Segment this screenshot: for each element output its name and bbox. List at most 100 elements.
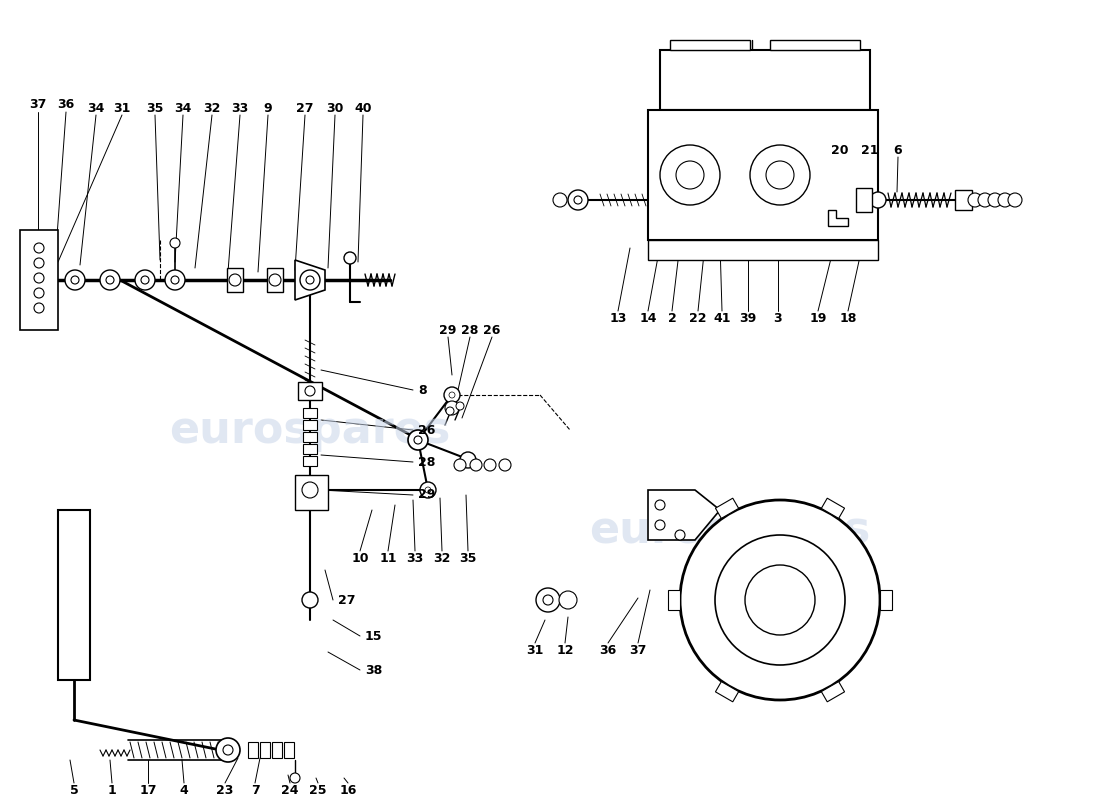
Circle shape: [420, 482, 436, 498]
Circle shape: [106, 276, 114, 284]
Polygon shape: [856, 188, 872, 212]
Text: 22: 22: [690, 311, 706, 325]
Text: 37: 37: [629, 643, 647, 657]
Text: 5: 5: [69, 783, 78, 797]
Polygon shape: [58, 510, 90, 680]
Circle shape: [216, 738, 240, 762]
Circle shape: [65, 270, 85, 290]
Text: 27: 27: [338, 594, 355, 606]
Text: 31: 31: [526, 643, 543, 657]
Text: 40: 40: [354, 102, 372, 114]
Text: 17: 17: [140, 783, 156, 797]
Circle shape: [306, 276, 313, 284]
Text: 29: 29: [439, 323, 456, 337]
Polygon shape: [648, 240, 878, 260]
Text: 34: 34: [174, 102, 191, 114]
Circle shape: [425, 487, 431, 493]
Polygon shape: [284, 742, 294, 758]
Text: 36: 36: [57, 98, 75, 111]
Circle shape: [660, 145, 720, 205]
Text: 26: 26: [418, 423, 436, 437]
Polygon shape: [248, 742, 258, 758]
Circle shape: [568, 190, 588, 210]
Circle shape: [100, 270, 120, 290]
Polygon shape: [715, 498, 739, 518]
Text: 9: 9: [264, 102, 273, 114]
Text: 4: 4: [179, 783, 188, 797]
Circle shape: [676, 161, 704, 189]
Text: 38: 38: [365, 663, 383, 677]
Text: 12: 12: [557, 643, 574, 657]
Polygon shape: [670, 40, 750, 50]
Polygon shape: [715, 682, 739, 702]
Text: 15: 15: [365, 630, 383, 642]
Text: 28: 28: [461, 323, 478, 337]
Circle shape: [484, 459, 496, 471]
Circle shape: [414, 436, 422, 444]
Circle shape: [460, 452, 476, 468]
Text: 19: 19: [810, 311, 827, 325]
Circle shape: [300, 270, 320, 290]
Polygon shape: [302, 432, 317, 442]
Circle shape: [998, 193, 1012, 207]
Circle shape: [499, 459, 512, 471]
Text: 31: 31: [113, 102, 131, 114]
Circle shape: [302, 272, 318, 288]
Polygon shape: [955, 190, 972, 210]
Text: 6: 6: [893, 143, 902, 157]
Text: eurospares: eurospares: [590, 509, 871, 551]
Text: 30: 30: [327, 102, 343, 114]
Text: 18: 18: [839, 311, 857, 325]
Circle shape: [715, 535, 845, 665]
Circle shape: [543, 595, 553, 605]
Circle shape: [444, 387, 460, 403]
Polygon shape: [668, 590, 680, 610]
Circle shape: [968, 193, 982, 207]
Circle shape: [766, 161, 794, 189]
Circle shape: [34, 258, 44, 268]
Text: 29: 29: [418, 489, 436, 502]
Text: 16: 16: [339, 783, 356, 797]
Circle shape: [170, 276, 179, 284]
Circle shape: [305, 386, 315, 396]
Text: 11: 11: [379, 551, 397, 565]
Text: 35: 35: [146, 102, 164, 114]
Text: 28: 28: [418, 455, 436, 469]
Circle shape: [654, 520, 666, 530]
Text: 36: 36: [600, 643, 617, 657]
Polygon shape: [267, 268, 283, 292]
Polygon shape: [660, 50, 870, 110]
Text: 24: 24: [282, 783, 299, 797]
Circle shape: [344, 252, 356, 264]
Polygon shape: [302, 456, 317, 466]
Circle shape: [34, 243, 44, 253]
Circle shape: [750, 145, 810, 205]
Circle shape: [34, 273, 44, 283]
Text: 26: 26: [483, 323, 500, 337]
Polygon shape: [227, 268, 243, 292]
Text: 10: 10: [351, 551, 369, 565]
Circle shape: [446, 401, 459, 415]
Text: 23: 23: [217, 783, 233, 797]
Polygon shape: [272, 742, 282, 758]
Polygon shape: [295, 475, 328, 510]
Circle shape: [680, 500, 880, 700]
Circle shape: [446, 407, 454, 415]
Circle shape: [1008, 193, 1022, 207]
Circle shape: [302, 482, 318, 498]
Polygon shape: [20, 230, 58, 330]
Circle shape: [141, 276, 149, 284]
Text: 27: 27: [296, 102, 314, 114]
Text: eurospares: eurospares: [169, 409, 451, 451]
Polygon shape: [298, 382, 322, 400]
Circle shape: [559, 591, 578, 609]
Circle shape: [978, 193, 992, 207]
Circle shape: [34, 288, 44, 298]
Text: 7: 7: [251, 783, 260, 797]
Text: 37: 37: [30, 98, 46, 111]
Polygon shape: [822, 498, 845, 518]
Circle shape: [229, 274, 241, 286]
Circle shape: [553, 193, 566, 207]
Circle shape: [170, 238, 180, 248]
Text: 33: 33: [406, 551, 424, 565]
